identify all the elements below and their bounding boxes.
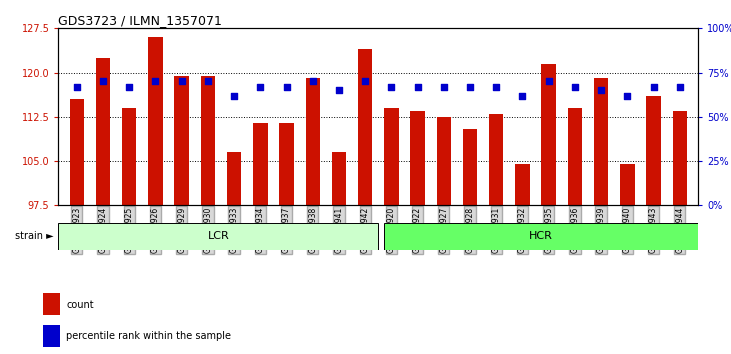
Point (254, 84, 266, 90)
Text: count: count (66, 299, 94, 310)
Point (228, 93, 240, 98)
Bar (253, 123, 268, 205)
Point (150, 79, 162, 84)
Bar (542, 64, 556, 205)
Text: HCR: HCR (529, 231, 553, 241)
Point (385, 84, 397, 90)
Point (464, 84, 476, 90)
Point (621, 93, 633, 98)
Point (281, 84, 292, 90)
Point (124, 84, 135, 90)
Bar (227, 152, 241, 205)
Bar (385, 108, 398, 205)
Point (491, 84, 502, 90)
Bar (43, 293, 60, 315)
Point (176, 79, 188, 84)
Text: strain ►: strain ► (15, 231, 54, 241)
Bar (122, 108, 137, 205)
Bar (332, 152, 346, 205)
Bar (594, 79, 608, 205)
Bar (58, 223, 379, 250)
Bar (358, 49, 372, 205)
Point (543, 79, 555, 84)
Point (517, 93, 529, 98)
Point (412, 84, 423, 90)
Bar (410, 111, 425, 205)
Point (202, 79, 213, 84)
Bar (43, 325, 60, 347)
Point (569, 84, 580, 90)
Bar (568, 108, 582, 205)
Bar (436, 117, 451, 205)
Bar (306, 79, 320, 205)
Text: percentile rank within the sample: percentile rank within the sample (66, 331, 231, 342)
Bar (673, 111, 687, 205)
Text: LCR: LCR (208, 231, 230, 241)
Bar (96, 58, 110, 205)
Bar (515, 164, 530, 205)
Point (648, 84, 659, 90)
Bar (279, 123, 294, 205)
Text: GDS3723 / ILMN_1357071: GDS3723 / ILMN_1357071 (58, 14, 222, 27)
Point (595, 87, 607, 93)
Bar (463, 129, 477, 205)
Point (97, 79, 109, 84)
Bar (646, 96, 661, 205)
Point (307, 79, 319, 84)
Point (333, 87, 345, 93)
Bar (620, 164, 635, 205)
Bar (384, 223, 698, 250)
Bar (148, 37, 163, 205)
Point (438, 84, 450, 90)
Bar (175, 75, 189, 205)
Point (71, 84, 83, 90)
Bar (201, 75, 215, 205)
Bar (489, 114, 504, 205)
Bar (69, 99, 84, 205)
Point (674, 84, 686, 90)
Point (360, 79, 371, 84)
